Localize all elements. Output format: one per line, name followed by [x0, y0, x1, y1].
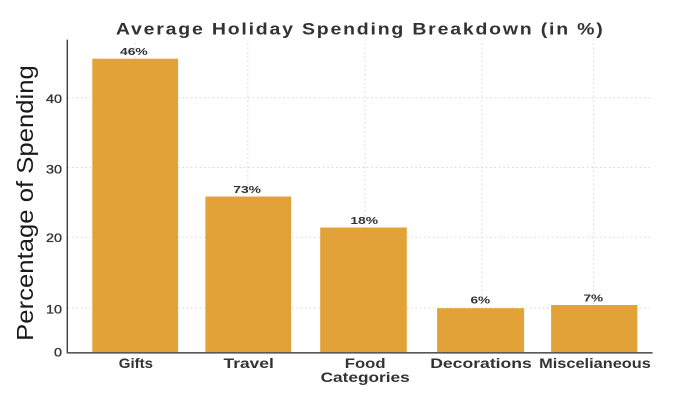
- svg-text:30: 30: [46, 162, 62, 176]
- svg-text:Decorations: Decorations: [430, 357, 532, 372]
- svg-text:46%: 46%: [120, 46, 148, 58]
- svg-text:0: 0: [54, 345, 62, 359]
- svg-text:10: 10: [46, 302, 62, 316]
- svg-text:Categories: Categories: [321, 370, 410, 385]
- svg-text:Percentage of Spending: Percentage of Spending: [13, 65, 38, 341]
- svg-text:73%: 73%: [233, 183, 261, 195]
- svg-text:Average Holiday Spending Break: Average Holiday Spending Breakdown (in %…: [116, 20, 605, 38]
- svg-text:40: 40: [46, 92, 62, 106]
- svg-text:6%: 6%: [470, 294, 490, 306]
- svg-text:Food: Food: [345, 356, 386, 371]
- svg-text:20: 20: [46, 231, 62, 245]
- svg-text:Miscelianeous: Miscelianeous: [539, 356, 651, 372]
- svg-text:7%: 7%: [583, 292, 603, 304]
- svg-text:Travel: Travel: [224, 356, 274, 371]
- svg-text:18%: 18%: [350, 215, 378, 227]
- svg-text:Gifts: Gifts: [119, 356, 153, 371]
